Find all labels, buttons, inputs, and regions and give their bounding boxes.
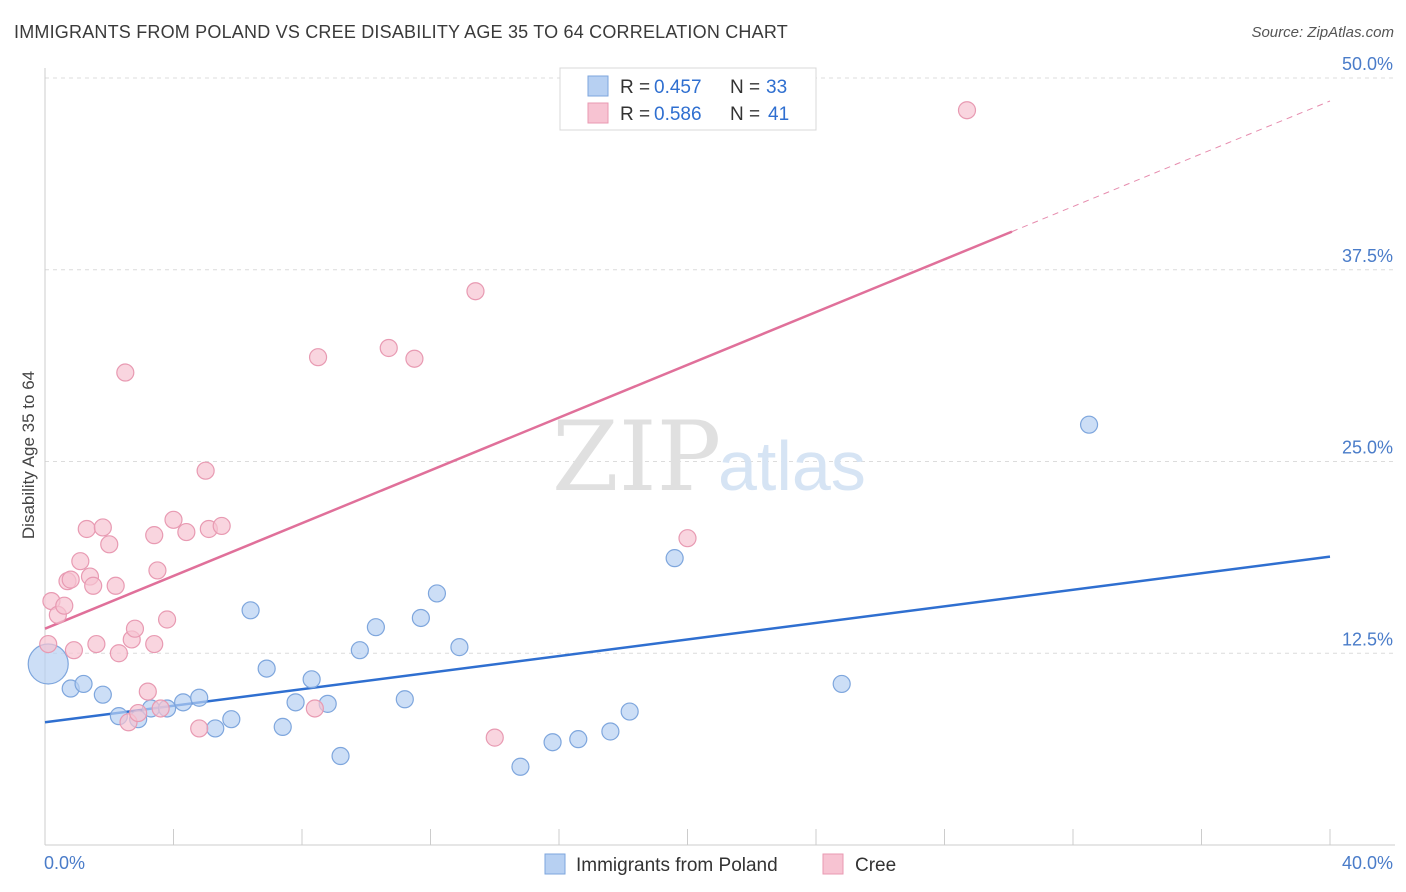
point-immigrants-from-poland	[395, 690, 414, 709]
point-immigrants-from-poland	[241, 601, 260, 620]
legend-r-value-poland: 0.457	[654, 77, 702, 98]
watermark-atlas: atlas	[718, 427, 866, 505]
trend-lines	[44, 100, 1331, 724]
point-cree	[55, 596, 74, 615]
point-cree	[125, 619, 145, 638]
stats-legend: R = 0.457 N = 33 R = 0.586 N = 41	[559, 67, 817, 131]
point-cree	[157, 610, 177, 629]
point-cree	[77, 519, 96, 539]
point-cree	[177, 522, 196, 542]
trend-line-solid	[44, 230, 1013, 630]
point-immigrants-from-poland	[366, 618, 385, 637]
x-tick-label-min: 0.0%	[44, 853, 85, 873]
point-immigrants-from-poland	[286, 693, 305, 712]
grid	[45, 77, 1395, 654]
point-immigrants-from-poland	[411, 608, 430, 628]
point-cree	[39, 634, 58, 654]
y-tick-label: 50.0%	[1342, 54, 1393, 74]
point-cree	[87, 634, 106, 654]
point-cree	[106, 576, 125, 595]
point-immigrants-from-poland	[302, 670, 321, 689]
point-immigrants-from-poland	[206, 719, 225, 738]
trend-line-solid	[44, 555, 1331, 724]
point-cree	[678, 529, 697, 548]
legend-n-label-cree: N =	[730, 104, 760, 125]
point-cree	[485, 728, 504, 747]
point-cree	[957, 101, 977, 120]
series-swatch-cree	[822, 853, 844, 875]
series-label-cree: Cree	[855, 855, 896, 876]
point-immigrants-from-poland	[832, 674, 851, 694]
point-immigrants-from-poland	[273, 717, 292, 736]
y-axis-title: Disability Age 35 to 64	[19, 371, 38, 539]
point-cree	[196, 461, 215, 480]
point-cree	[129, 703, 148, 723]
x-tick-label-max: 40.0%	[1342, 853, 1393, 873]
point-cree	[61, 570, 80, 589]
point-cree	[190, 719, 209, 738]
point-immigrants-from-poland	[350, 641, 369, 660]
legend-n-label-poland: N =	[730, 77, 760, 98]
point-immigrants-from-poland	[569, 730, 588, 749]
point-cree	[405, 349, 424, 368]
point-cree	[71, 552, 90, 571]
point-cree	[148, 561, 167, 580]
axes: 12.5% 25.0% 37.5% 50.0% 0.0% 40.0%	[44, 54, 1395, 873]
point-immigrants-from-poland	[601, 722, 620, 741]
legend-swatch-poland	[587, 75, 609, 97]
data-points	[27, 101, 1099, 776]
point-cree	[164, 510, 183, 529]
legend-n-value-poland: 33	[766, 77, 787, 98]
series-swatch-poland	[544, 853, 566, 875]
point-cree	[379, 338, 398, 358]
point-cree	[100, 535, 119, 554]
point-immigrants-from-poland	[331, 746, 350, 766]
watermark: ZIP atlas	[552, 401, 866, 513]
chart-title: IMMIGRANTS FROM POLAND VS CREE DISABILIT…	[14, 22, 788, 42]
point-immigrants-from-poland	[427, 584, 447, 603]
point-immigrants-from-poland	[543, 733, 562, 752]
point-immigrants-from-poland	[1079, 415, 1099, 434]
point-cree	[308, 348, 328, 367]
y-tick-label: 12.5%	[1342, 629, 1393, 649]
point-cree	[109, 644, 128, 663]
legend-n-value-cree: 41	[768, 104, 789, 125]
legend-swatch-cree	[587, 102, 609, 124]
point-cree	[84, 576, 103, 595]
point-cree	[151, 699, 170, 718]
legend-r-label-cree: R =	[620, 104, 650, 125]
point-cree	[145, 526, 164, 545]
point-immigrants-from-poland	[190, 688, 209, 707]
y-tick-label: 37.5%	[1342, 246, 1393, 266]
point-cree	[212, 516, 231, 536]
source-credit: Source: ZipAtlas.com	[1251, 24, 1394, 41]
trend-line-extension	[1011, 100, 1331, 233]
point-immigrants-from-poland	[74, 674, 93, 694]
y-tick-label: 25.0%	[1342, 438, 1393, 458]
legend-r-label-poland: R =	[620, 77, 650, 98]
point-immigrants-from-poland	[93, 685, 112, 704]
point-cree	[305, 699, 324, 718]
point-cree	[145, 634, 164, 654]
series-legend: Immigrants from Poland Cree	[544, 853, 896, 876]
point-cree	[116, 363, 135, 382]
point-immigrants-from-poland	[665, 549, 684, 568]
point-immigrants-from-poland	[174, 693, 193, 712]
point-immigrants-from-poland	[257, 659, 276, 678]
point-cree	[466, 282, 485, 301]
point-immigrants-from-poland	[450, 638, 469, 657]
point-immigrants-from-poland	[222, 710, 241, 729]
series-label-poland: Immigrants from Poland	[576, 855, 778, 876]
point-cree	[64, 641, 84, 660]
point-cree	[138, 682, 157, 701]
watermark-zip: ZIP	[552, 401, 721, 513]
point-cree	[93, 518, 112, 537]
point-immigrants-from-poland	[620, 702, 639, 721]
legend-r-value-cree: 0.586	[654, 104, 702, 125]
point-immigrants-from-poland	[511, 757, 530, 776]
